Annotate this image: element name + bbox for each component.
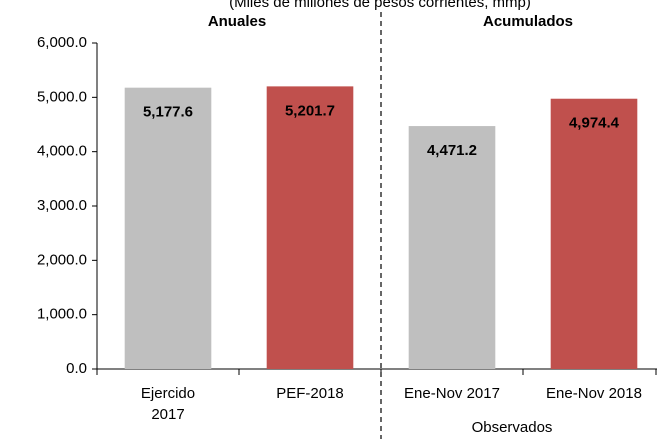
chart-subtitle: (Miles de millones de pesos corrientes, …: [229, 0, 531, 11]
group-label: Anuales: [208, 13, 266, 30]
value-label: 4,471.2: [427, 142, 477, 159]
x-tick-label: Ene-Nov 2017: [404, 385, 500, 402]
value-label: 5,177.6: [143, 104, 193, 121]
y-tick-label: 2,000.0: [37, 251, 87, 268]
y-tick-label: 3,000.0: [37, 197, 87, 214]
x-tick-label: Ene-Nov 2018: [546, 385, 642, 402]
bar: [124, 87, 212, 370]
y-tick-label: 5,000.0: [37, 88, 87, 105]
value-label: 5,201.7: [285, 102, 335, 119]
y-tick-label: 0.0: [66, 360, 87, 377]
value-label: 4,974.4: [569, 115, 620, 132]
group-label: Acumulados: [483, 13, 573, 30]
y-tick-label: 4,000.0: [37, 143, 87, 160]
x-tick-label: PEF-2018: [276, 385, 344, 402]
x-tick-label: Ejercido 2017: [140, 385, 196, 423]
y-tick-label: 6,000.0: [37, 34, 87, 51]
y-tick-label: 1,000.0: [37, 306, 87, 323]
bar: [266, 86, 354, 369]
group-label: Observados: [472, 419, 553, 436]
bar: [408, 126, 496, 370]
bar: [550, 98, 638, 369]
